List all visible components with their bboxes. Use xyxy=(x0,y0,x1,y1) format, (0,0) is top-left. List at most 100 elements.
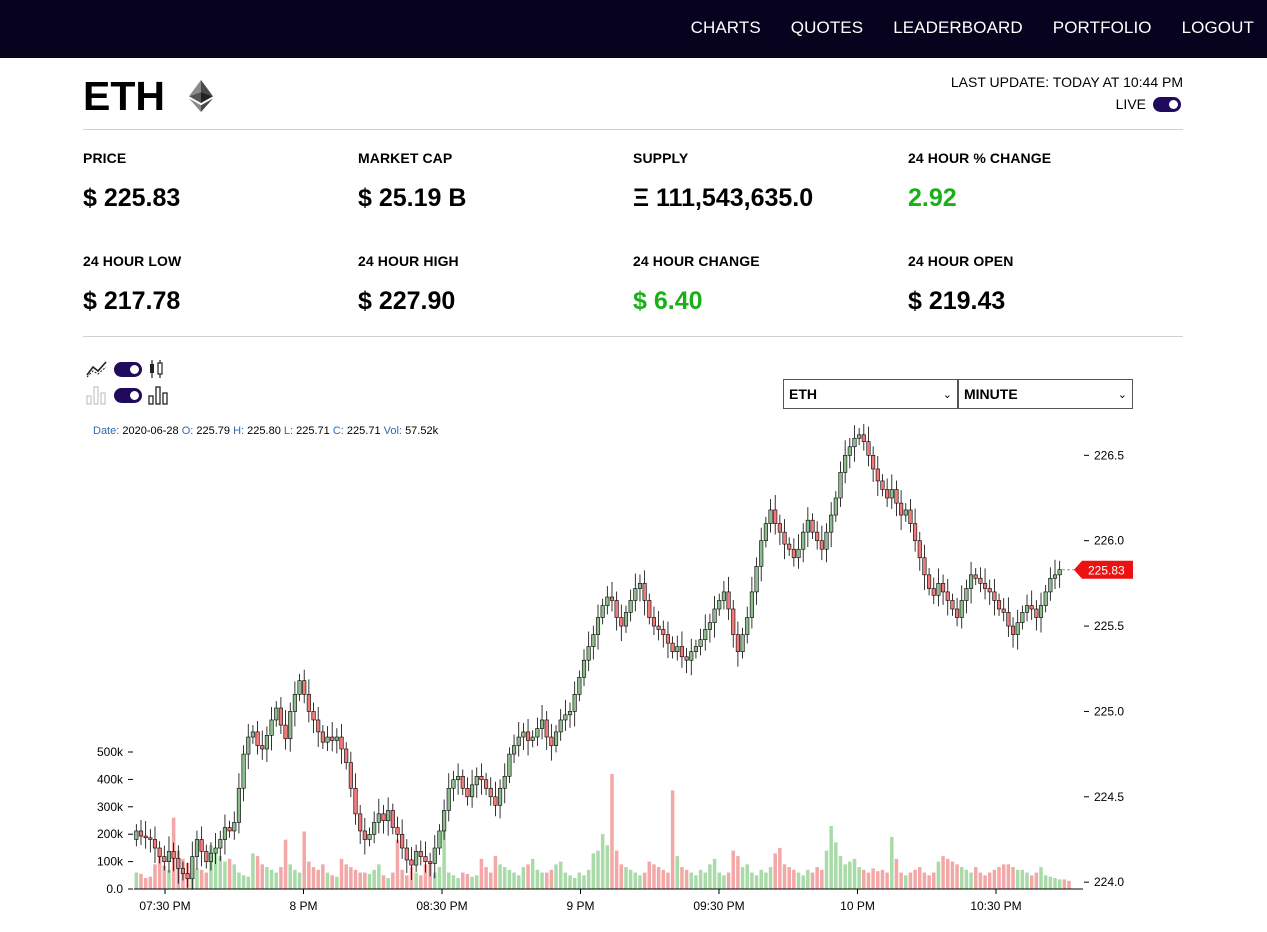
volume-bar xyxy=(680,867,684,889)
candle-body xyxy=(339,736,344,750)
volume-off-icon[interactable] xyxy=(86,385,108,405)
nav-portfolio[interactable]: PORTFOLIO xyxy=(1052,18,1152,37)
stat-24h-high: 24 HOUR HIGH $ 227.90 xyxy=(358,253,628,316)
volume-bar xyxy=(857,867,861,889)
chart-type-toggle[interactable] xyxy=(114,361,142,377)
volume-bar xyxy=(703,872,708,889)
candle-body xyxy=(185,873,190,880)
current-price-marker: 225.83 xyxy=(1062,560,1133,579)
candle-body xyxy=(791,548,796,559)
live-toggle[interactable] xyxy=(1153,96,1181,112)
volume-bar xyxy=(381,875,386,889)
volume-bar xyxy=(344,864,348,889)
candle-body xyxy=(805,519,810,533)
stat-value: $ 219.43 xyxy=(908,287,1006,315)
ohlc-date: 2020-06-28 xyxy=(122,425,179,437)
candle-body xyxy=(553,731,559,746)
nav-leaderboard[interactable]: LEADERBOARD xyxy=(893,18,1023,37)
volume-bar xyxy=(395,839,400,889)
volume-bar xyxy=(638,875,642,889)
candle-body xyxy=(246,736,251,755)
candle-body xyxy=(656,625,661,630)
volume-bar xyxy=(936,861,941,889)
candle-body xyxy=(712,608,717,623)
volume-bar xyxy=(1067,880,1071,889)
volume-bar xyxy=(255,856,260,889)
candle-body xyxy=(390,810,395,828)
ohlc-vol: 57.52k xyxy=(405,425,439,437)
volume-bar xyxy=(834,842,838,889)
candle-body xyxy=(386,810,391,822)
price-axis: 224.0 224.5 225.0 225.5 226.0 226.5 xyxy=(1084,448,1124,889)
candle-body xyxy=(204,851,209,862)
candle-body xyxy=(819,540,824,550)
candle-body xyxy=(880,480,885,490)
volume-bar xyxy=(1062,879,1067,889)
nav-charts[interactable]: CHARTS xyxy=(690,18,761,37)
stat-label: 24 HOUR HIGH xyxy=(358,253,459,269)
volume-bar xyxy=(810,872,815,889)
nav-logout[interactable]: LOGOUT xyxy=(1181,18,1254,37)
candle-body xyxy=(222,827,227,840)
volume-bar xyxy=(167,869,171,889)
candle-body xyxy=(637,583,643,589)
volume-bar xyxy=(754,875,759,889)
volume-bar xyxy=(269,869,274,889)
candle-body xyxy=(931,588,936,596)
candle-body xyxy=(437,830,442,849)
volume-bar xyxy=(712,858,717,889)
volume-bar xyxy=(325,872,330,889)
candle-body xyxy=(306,694,311,712)
volume-on-icon[interactable] xyxy=(148,385,170,405)
volume-bar xyxy=(708,864,712,889)
line-chart-icon[interactable] xyxy=(86,360,108,378)
volume-bar xyxy=(549,869,554,889)
volume-bar xyxy=(232,864,237,889)
time-tick-label: 09:30 PM xyxy=(693,899,744,913)
candle-body xyxy=(726,591,731,610)
volume-toggle[interactable] xyxy=(114,387,142,403)
candle-body xyxy=(978,577,983,584)
volume-tick-label: 200k xyxy=(97,827,124,841)
price-tick-label: 225.0 xyxy=(1094,704,1124,718)
volume-bar xyxy=(717,872,721,889)
volume-bar xyxy=(302,831,306,889)
coin-select[interactable]: ETH ⌄ xyxy=(783,379,958,409)
ohlc-low: 225.71 xyxy=(296,425,330,437)
volume-bar xyxy=(684,869,689,889)
candle-body xyxy=(950,600,955,610)
volume-bar xyxy=(433,872,437,889)
candle-body xyxy=(451,779,456,789)
candle-body xyxy=(1029,605,1034,610)
chevron-down-icon: ⌄ xyxy=(1117,388,1127,401)
candle-body xyxy=(278,707,283,726)
candlestick-icon[interactable] xyxy=(148,359,164,379)
volume-bar xyxy=(722,875,726,889)
candle-body xyxy=(372,822,377,835)
candle-body xyxy=(577,676,582,695)
candle-body xyxy=(833,497,838,516)
candle-body xyxy=(353,787,358,815)
volume-bar xyxy=(363,872,367,889)
volume-bar xyxy=(288,864,292,889)
volume-bar xyxy=(642,872,647,889)
candlestick-chart[interactable]: 224.0 224.5 225.0 225.5 226.0 226.5 225.83 0.0 1… xyxy=(0,410,1267,930)
volume-bar xyxy=(689,872,694,889)
candle-body xyxy=(889,489,894,499)
volume-bar xyxy=(386,878,390,889)
candle-body xyxy=(973,574,978,579)
interval-select[interactable]: MINUTE ⌄ xyxy=(958,379,1133,409)
stat-24h-change: 24 HOUR CHANGE $ 6.40 xyxy=(633,253,903,316)
volume-bar xyxy=(283,839,288,889)
candle-body xyxy=(432,847,437,864)
candle-body xyxy=(567,711,573,716)
candle-body xyxy=(913,523,918,541)
candle-body xyxy=(460,776,465,789)
volume-bar xyxy=(824,850,829,889)
volume-tick-label: 500k xyxy=(97,745,124,759)
nav-quotes[interactable]: QUOTES xyxy=(790,18,864,37)
volume-bar xyxy=(899,872,903,889)
volume-bar xyxy=(1039,867,1043,889)
candle-body xyxy=(264,735,269,750)
candle-body xyxy=(493,796,498,806)
